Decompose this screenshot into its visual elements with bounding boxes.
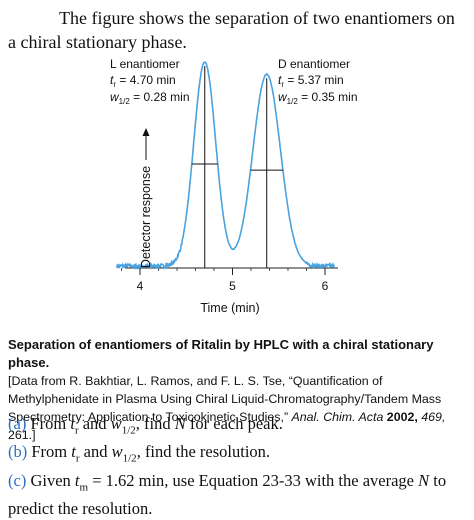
figure-caption: Separation of enantiomers of Ritalin by … (8, 336, 468, 444)
caption-source: [Data from R. Bakhtiar, L. Ramos, and F.… (8, 372, 468, 444)
y-axis-label: Detector response (139, 166, 153, 268)
annotation-l-title: L enantiomer (110, 57, 180, 71)
x-axis-label: Time (min) (200, 301, 259, 315)
question-a-letter: (a) (8, 414, 27, 433)
x-tick-label: 5 (229, 279, 236, 293)
intro-text: The figure shows the separation of two e… (8, 8, 455, 52)
question-c: (c) Given tm = 1.62 min, use Equation 23… (8, 470, 447, 518)
question-b-letter: (b) (8, 442, 28, 462)
question-list: (a) From tr and w1/2, find N for each pe… (8, 413, 468, 520)
question-a: (a) From tr and w1/2, find N for each pe… (8, 414, 283, 437)
x-tick-label: 4 (137, 279, 144, 293)
question-b: (b) From tr and w1/2, find the resolutio… (8, 442, 271, 465)
caption-year: 2002, (386, 410, 418, 424)
caption-title: Separation of enantiomers of Ritalin by … (8, 337, 434, 370)
x-tick-label: 6 (322, 279, 329, 293)
tick-layer: 4 5 6 (121, 268, 329, 293)
trace-layer (116, 61, 335, 271)
annotation-d-tr: tr = 5.37 min (278, 73, 344, 89)
annotation-d: D enantiomer tr = 5.37 min w1/2 = 0.35 m… (278, 57, 358, 106)
y-axis-arrow-head (142, 128, 150, 136)
annotation-l-w: w1/2 = 0.28 min (110, 90, 190, 106)
annotation-d-w: w1/2 = 0.35 min (278, 90, 358, 106)
chromatogram-chart: 4 5 6 Detector response Time (min) L enant… (110, 57, 358, 315)
ylabel-group: Detector response (139, 128, 153, 268)
question-c-letter: (c) (8, 470, 27, 490)
annotation-d-title: D enantiomer (278, 57, 350, 71)
chromatogram-trace (116, 61, 335, 271)
caption-pages: 261.] (8, 428, 36, 442)
caption-journal: Anal. Chim. Acta (291, 410, 384, 424)
annotation-l-tr: tr = 4.70 min (110, 73, 176, 89)
marker-layer (191, 66, 283, 268)
caption-volume: 469, (421, 410, 446, 424)
caption-source-text: [Data from R. Bakhtiar, L. Ramos, and F.… (8, 374, 442, 424)
annotation-l: L enantiomer tr = 4.70 min w1/2 = 0.28 m… (110, 57, 190, 106)
